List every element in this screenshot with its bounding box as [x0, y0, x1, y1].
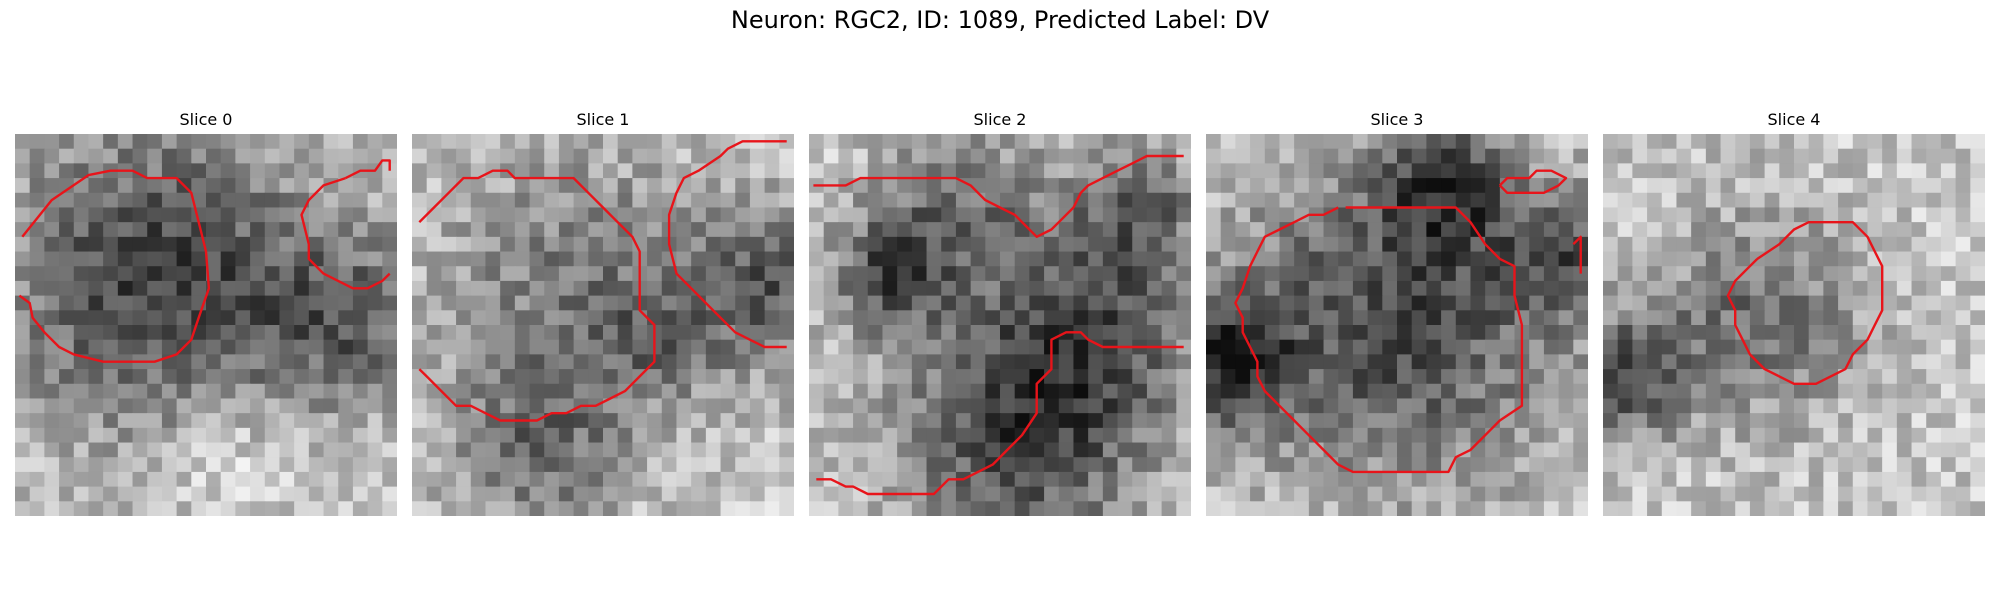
slice-image [1603, 134, 1985, 516]
slice-image [15, 134, 397, 516]
slice-3-svg [1206, 134, 1588, 516]
slice-title: Slice 3 [1206, 108, 1588, 132]
slice-panel-4: Slice 4 [1603, 108, 1985, 516]
slice-image [809, 134, 1191, 516]
figure-title: Neuron: RGC2, ID: 1089, Predicted Label:… [0, 6, 2000, 34]
slice-image [1206, 134, 1588, 516]
slice-panel-3: Slice 3 [1206, 108, 1588, 516]
slice-title: Slice 4 [1603, 108, 1985, 132]
slice-panel-0: Slice 0 [15, 108, 397, 516]
slice-title: Slice 0 [15, 108, 397, 132]
pixel-grid [412, 134, 794, 516]
slice-image [412, 134, 794, 516]
slice-1-svg [412, 134, 794, 516]
pixel-grid [1206, 134, 1588, 516]
slice-panel-2: Slice 2 [809, 108, 1191, 516]
slice-title: Slice 2 [809, 108, 1191, 132]
slice-title: Slice 1 [412, 108, 794, 132]
slice-2-svg [809, 134, 1191, 516]
slice-4-svg [1603, 134, 1985, 516]
slice-panel-1: Slice 1 [412, 108, 794, 516]
pixel-grid [1603, 134, 1985, 516]
pixel-grid [15, 134, 397, 516]
slice-0-svg [15, 134, 397, 516]
